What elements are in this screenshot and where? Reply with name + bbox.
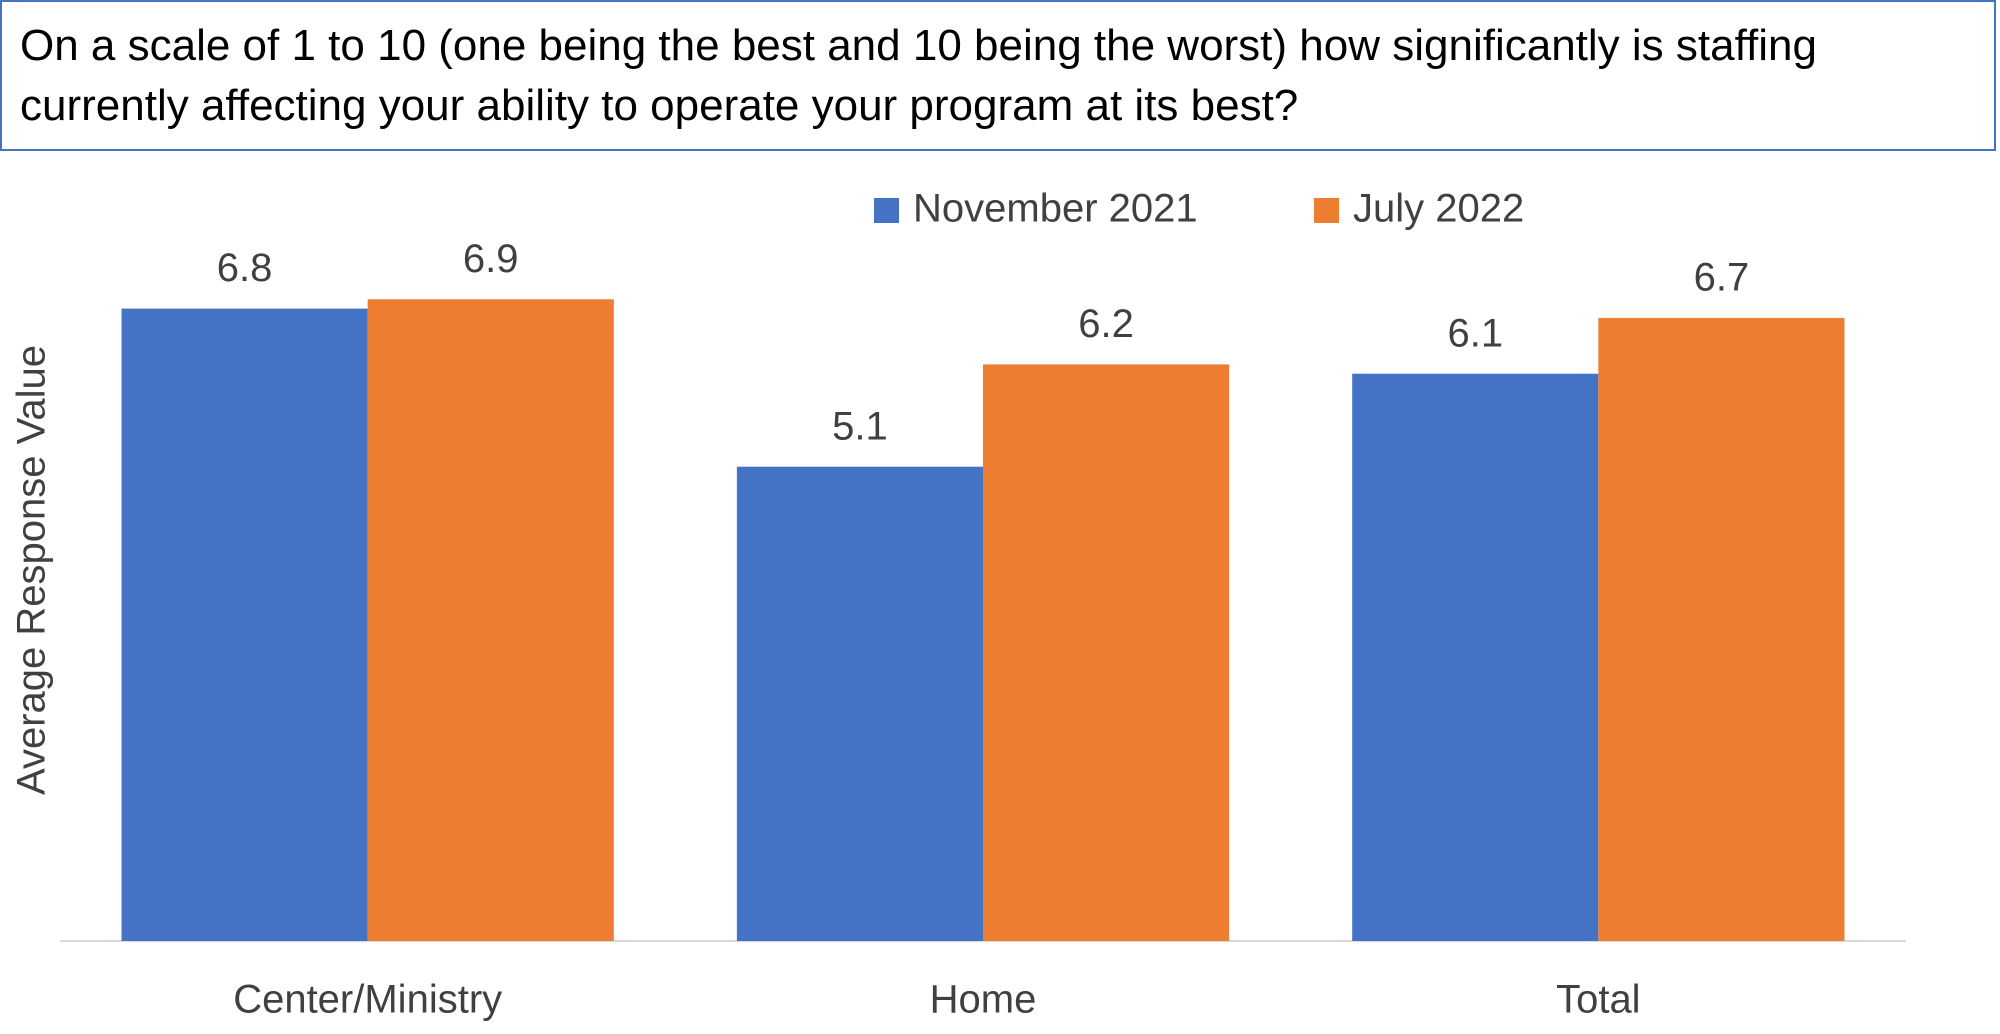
value-label: 6.7	[1694, 255, 1750, 299]
legend-swatch	[874, 198, 899, 223]
x-tick-label: Home	[930, 978, 1037, 1022]
value-label: 6.9	[463, 237, 519, 281]
bar	[1352, 373, 1599, 941]
legend-swatch	[1314, 198, 1339, 223]
value-label: 6.1	[1447, 311, 1503, 355]
x-tick-label: Center/Ministry	[233, 978, 502, 1022]
legend-label: July 2022	[1353, 187, 1524, 231]
value-label: 6.8	[217, 246, 273, 290]
bar	[121, 308, 368, 942]
bar	[983, 364, 1230, 941]
value-label: 5.1	[832, 404, 888, 448]
bar	[367, 299, 614, 941]
x-tick-label: Total	[1556, 978, 1641, 1022]
y-axis-label: Average Response Value	[10, 345, 54, 795]
bar	[1598, 317, 1845, 941]
legend-label: November 2021	[913, 187, 1198, 231]
value-label: 6.2	[1078, 302, 1134, 346]
chart-title: On a scale of 1 to 10 (one being the bes…	[0, 0, 1996, 151]
bar	[736, 466, 983, 941]
